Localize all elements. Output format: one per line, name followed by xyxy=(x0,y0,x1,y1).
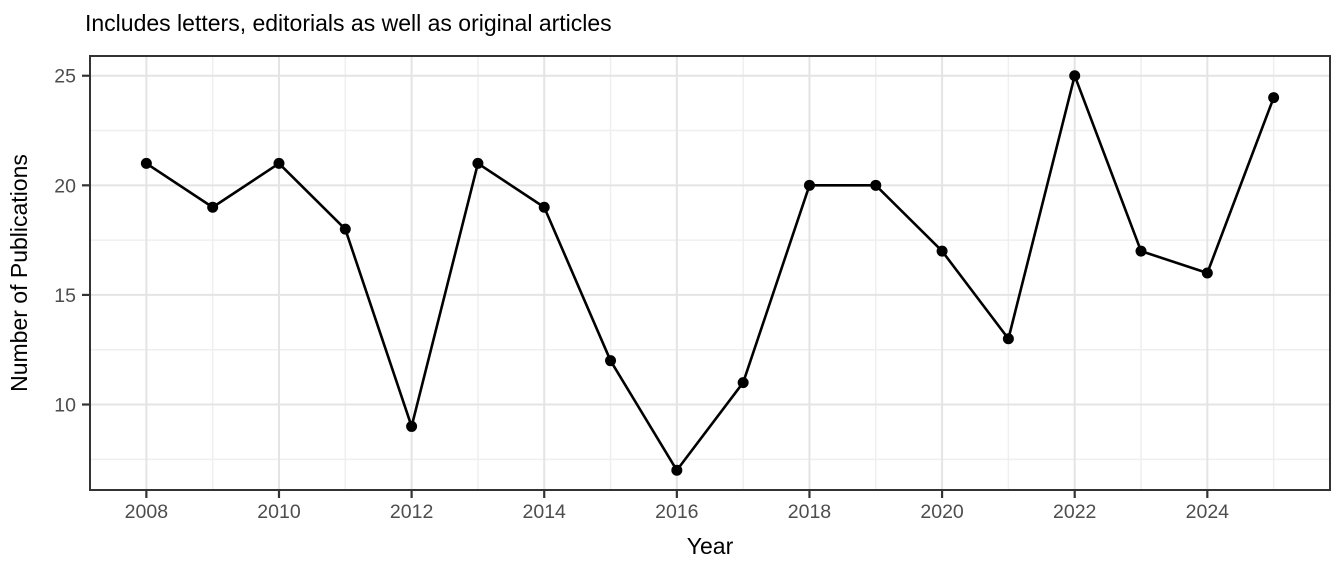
svg-text:15: 15 xyxy=(54,285,76,307)
data-line-series xyxy=(145,74,1275,472)
svg-text:2012: 2012 xyxy=(390,501,433,523)
svg-text:2016: 2016 xyxy=(655,501,698,523)
svg-text:2010: 2010 xyxy=(257,501,301,523)
chart-title: Includes letters, editorials as well as … xyxy=(85,10,612,36)
svg-text:2018: 2018 xyxy=(788,501,831,523)
panel-border xyxy=(89,55,1331,491)
svg-text:2022: 2022 xyxy=(1053,501,1096,523)
svg-text:10: 10 xyxy=(54,395,76,417)
data-point-markers xyxy=(140,70,1280,476)
svg-text:2024: 2024 xyxy=(1186,501,1230,523)
svg-text:2008: 2008 xyxy=(125,501,168,523)
major-gridlines xyxy=(90,56,1330,490)
minor-gridlines xyxy=(90,56,1330,490)
svg-text:25: 25 xyxy=(54,66,76,88)
x-axis-tick-labels: 2008 2010 2012 2014 2016 2018 2020 2022 2024 xyxy=(125,501,1229,523)
svg-text:20: 20 xyxy=(54,175,76,197)
y-axis-tick-labels: 10 15 20 25 xyxy=(54,66,76,417)
svg-text:2020: 2020 xyxy=(920,501,964,523)
svg-text:2014: 2014 xyxy=(523,501,567,523)
axis-tick-marks xyxy=(82,74,1209,498)
x-axis-title: Year xyxy=(686,533,734,559)
